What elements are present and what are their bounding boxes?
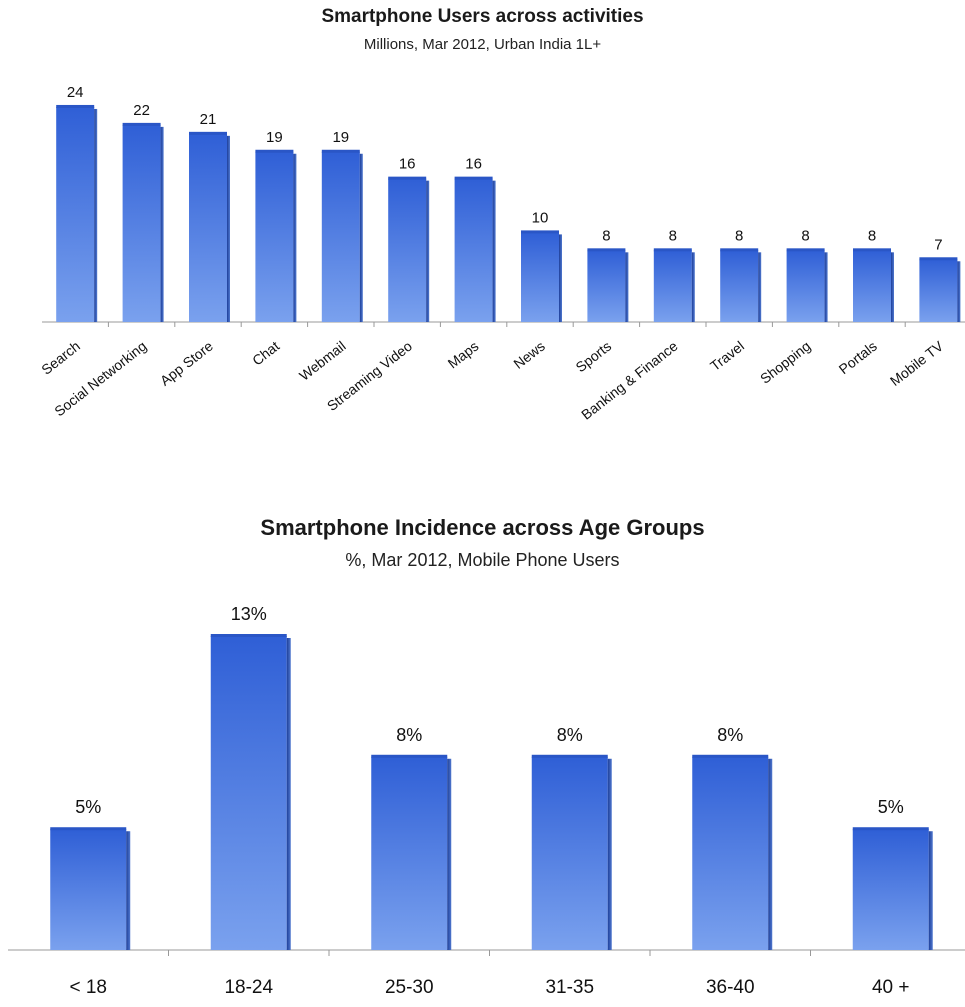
chart2-category-label: 40 + <box>872 977 910 998</box>
chart1-data-label: 21 <box>200 111 217 128</box>
chart1-data-label: 16 <box>399 156 416 173</box>
chart1-bar-cap <box>122 122 161 126</box>
chart2-bar <box>852 829 929 950</box>
chart1-bar-shadow <box>957 261 961 322</box>
chart1-data-label: 8 <box>735 227 743 244</box>
chart1-data-label: 7 <box>934 236 942 253</box>
chart1-bar <box>587 250 626 322</box>
chart1-data-label: 8 <box>801 227 809 244</box>
chart1-bar-shadow <box>824 252 828 322</box>
chart1-bar-shadow <box>891 252 894 322</box>
chart1-bar-shadow <box>758 252 762 322</box>
chart2-subtitle: %, Mar 2012, Mobile Phone Users <box>345 550 620 570</box>
chart1-bar-shadow <box>94 108 98 323</box>
chart1-bar <box>56 106 95 323</box>
chart1-bar <box>321 151 360 322</box>
chart1-bar-shadow <box>492 180 496 322</box>
chart2-bar <box>210 636 287 950</box>
chart2-bar <box>531 756 608 950</box>
chart1-bar <box>388 178 427 322</box>
chart2-bar-shadow <box>768 758 773 950</box>
chart2-category-label: < 18 <box>69 977 107 998</box>
chart1-bar <box>454 178 493 322</box>
chart1-bar-shadow <box>625 252 629 322</box>
chart1-bar-shadow <box>227 135 230 322</box>
chart2-bar <box>371 756 448 950</box>
chart1-bar-cap <box>521 230 559 234</box>
chart2-bar-shadow <box>126 831 131 950</box>
chart2-bar-cap <box>692 754 769 758</box>
chart1-bar <box>919 259 958 322</box>
chart1-data-label: 10 <box>532 209 549 226</box>
chart2-data-label: 8% <box>717 725 743 745</box>
chart1-bar-cap <box>919 257 958 261</box>
chart1-data-label: 24 <box>67 84 84 101</box>
chart2-category-label: 18-24 <box>224 977 273 998</box>
chart1-bar <box>653 250 692 322</box>
chart1-bar <box>853 250 891 322</box>
chart2-category-label: 31-35 <box>545 977 594 998</box>
chart1-bar-cap <box>321 149 360 153</box>
chart1-bar-cap <box>255 149 294 153</box>
chart1-bar-shadow <box>559 234 562 322</box>
chart2-data-label: 5% <box>878 797 904 817</box>
chart1-bar-shadow <box>160 126 164 322</box>
chart1-bar-shadow <box>426 180 430 322</box>
chart2-bar-shadow <box>607 758 612 950</box>
chart2-category-label: 36-40 <box>706 977 755 998</box>
chart1-bar-cap <box>189 131 227 135</box>
chart2-bar <box>692 756 769 950</box>
chart2-data-label: 8% <box>557 725 583 745</box>
chart1-bar <box>786 250 825 322</box>
chart1-data-label: 19 <box>332 129 349 146</box>
chart2-bar-cap <box>371 754 448 758</box>
chart1-bar <box>122 124 161 322</box>
chart2-bar-cap <box>210 634 287 637</box>
chart1-bar <box>521 232 559 322</box>
chart2-bar-cap <box>852 827 929 831</box>
chart1-title: Smartphone Users across activities <box>321 6 644 27</box>
chart2-bar <box>50 829 127 950</box>
chart1-bar <box>189 133 227 322</box>
chart1-bar-cap <box>56 104 95 108</box>
chart1-bar-cap <box>454 176 493 180</box>
chart1-bar-cap <box>720 248 759 252</box>
chart1-bar-cap <box>587 248 626 252</box>
chart2-category-label: 25-30 <box>385 977 434 998</box>
chart1-bar-shadow <box>359 153 363 322</box>
chart2-bar-shadow <box>928 831 933 950</box>
chart2-bar-shadow <box>447 758 452 950</box>
chart1-bar-shadow <box>293 153 297 322</box>
chart1-data-label: 16 <box>465 156 482 173</box>
chart1-subtitle: Millions, Mar 2012, Urban India 1L+ <box>363 36 602 53</box>
chart1-data-label: 8 <box>868 227 876 244</box>
chart1-bar-cap <box>786 248 825 252</box>
chart1-bar-cap <box>853 248 891 252</box>
chart1-bar-cap <box>653 248 692 252</box>
chart2-bar-cap <box>531 754 608 758</box>
chart2-title: Smartphone Incidence across Age Groups <box>260 515 705 540</box>
chart1-bar-shadow <box>691 252 695 322</box>
chart2-bar-shadow <box>286 638 291 950</box>
chart2-bar-cap <box>50 827 127 831</box>
chart2-data-label: 5% <box>75 797 101 817</box>
chart1-data-label: 8 <box>669 227 677 244</box>
chart1-bar-cap <box>388 176 427 180</box>
chart1-data-label: 19 <box>266 129 283 146</box>
chart2-data-label: 8% <box>396 725 422 745</box>
chart1-bar <box>255 151 294 322</box>
chart1-bar <box>720 250 759 322</box>
chart1-data-label: 22 <box>133 102 150 119</box>
chart1-data-label: 8 <box>602 227 610 244</box>
chart2-data-label: 13% <box>231 604 267 624</box>
